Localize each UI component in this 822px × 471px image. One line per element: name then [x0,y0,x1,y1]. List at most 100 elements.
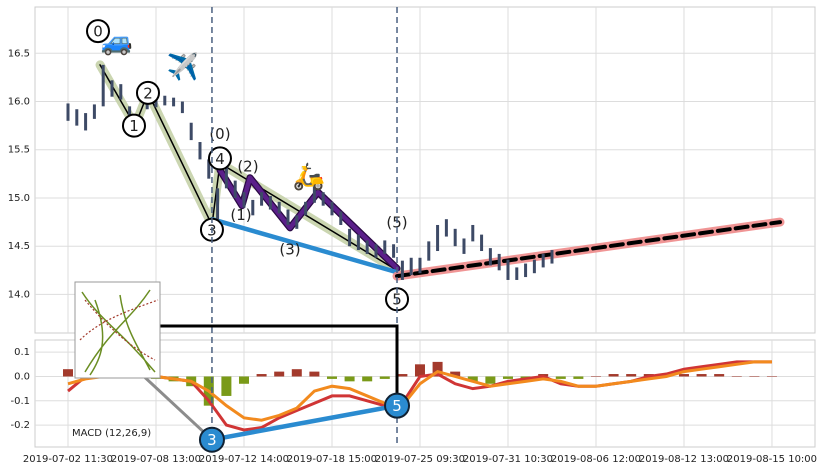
candle [286,209,290,225]
x-tick-label: 2019-08-06 12:00 [551,454,641,465]
histogram-bar [379,376,390,379]
y-tick-label: 0.0 [14,371,30,382]
histogram-bar [274,371,285,377]
label-circle [86,19,111,44]
histogram-bar [432,361,443,377]
wave-label: 5 [392,397,402,415]
macd-label: MACD (12,26,9) [72,428,151,439]
candle [277,201,281,214]
wave-label: 1 [129,117,139,135]
candle [392,244,396,258]
histogram-bar [256,374,267,377]
histogram-bar [696,374,707,377]
wave-line [209,216,400,275]
histogram-bar [766,376,777,377]
histogram-bar [678,374,689,377]
price-panel [34,6,816,334]
candle [453,228,457,247]
y-tick-label: -0.2 [10,420,30,431]
icon: 🚙 [101,27,133,57]
candle [180,101,184,114]
macd-panel [34,339,816,448]
macd-line [67,360,772,422]
x-tick-label: 2019-07-08 13:00 [111,454,201,465]
histogram-bar [626,374,637,377]
candle [339,211,343,225]
histogram-bar [238,376,249,384]
inset-curve [81,289,156,376]
y-tick-label: 16.5 [8,48,30,59]
inset-curve [79,299,159,361]
histogram-bar [573,376,584,379]
histogram-bar [467,376,478,382]
candle [295,215,299,229]
candle [506,259,510,280]
wave-label: 3 [207,431,217,449]
wave-label: (3) [279,241,300,259]
candle [268,196,272,210]
candle [163,95,167,106]
wave-label: (2) [237,158,258,176]
candle [101,64,105,107]
wave-label: 2 [143,84,153,102]
candle [436,224,440,252]
candle [515,267,519,280]
histogram-bar [502,376,513,379]
y-tick-label: 15.0 [8,193,30,204]
histogram-bar [714,374,725,377]
connector [160,324,399,400]
x-tick-label: 2019-07-25 09:30 [375,454,465,465]
wave-line [395,220,782,279]
label-circle [384,392,411,419]
y-tick-label: 0.1 [14,347,30,358]
histogram-bar [221,376,232,396]
candle [488,248,492,266]
candle [110,80,114,97]
candle [172,97,176,107]
histogram-bar [590,376,601,377]
histogram-bar [414,364,425,377]
candle [541,253,545,268]
candle [356,234,360,251]
candle [480,234,484,252]
wave-line [209,403,400,442]
decoration: MACD (12,26,9) [72,281,399,439]
candle [119,84,123,100]
histogram-bar [485,376,496,384]
histogram-bar [555,376,566,379]
x-tick-label: 2019-07-18 15:00 [287,454,377,465]
candle [154,96,158,108]
candle [92,104,96,119]
candle [198,142,202,160]
candle [321,192,325,206]
candle [550,250,554,264]
y-tick-label: 14.5 [8,241,30,252]
histogram-bar [397,374,408,377]
candle [365,240,369,254]
candle [75,109,79,126]
candle [497,253,501,271]
candle [409,257,413,276]
candle [312,186,316,203]
y-tick-label: 14.0 [8,289,30,300]
histogram-bar [731,376,742,377]
histogram-bar [62,369,73,377]
plot-area: 14.0 14.5 15.0 15.5 16.0 16.5 0 12 3 4 5 (0) (1) (2) (… [8,7,817,465]
candle [374,244,378,258]
candle [189,122,193,141]
x-tick-label: 2019-08-15 10:00 [727,454,817,465]
candle [304,201,308,216]
candle [462,238,466,254]
candle [383,240,387,254]
candle [524,263,528,278]
candle [330,201,334,216]
candle [66,103,70,121]
histogram-bar [450,371,461,377]
y-tick-label: 16.0 [8,97,30,108]
histogram-bar [326,376,337,379]
label-circle [135,80,160,105]
wave-label: 4 [215,150,225,168]
histogram-bar [608,374,619,377]
x-tick-label: 2019-07-12 14:00 [199,454,289,465]
